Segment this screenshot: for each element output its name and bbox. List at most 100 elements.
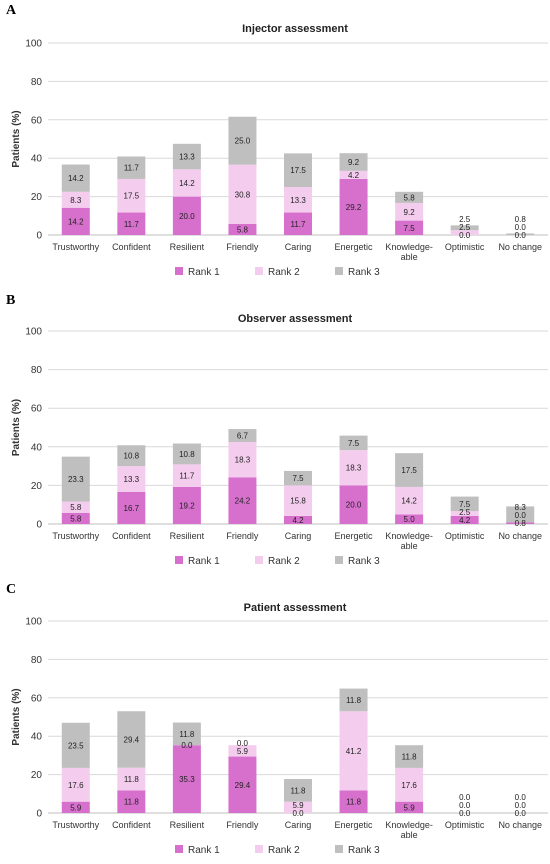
data-label: 29.4 (235, 781, 251, 790)
x-tick-label: Knowledge- (385, 531, 433, 541)
y-tick-label: 100 (25, 617, 42, 628)
bar-rank-3 (284, 153, 312, 187)
bar-rank-3 (395, 745, 424, 768)
bar-rank-2 (450, 230, 479, 235)
data-label: 17.6 (401, 781, 417, 790)
bar-rank-1 (228, 223, 257, 235)
x-tick-label: Friendly (226, 531, 259, 541)
data-label: 30.8 (235, 190, 251, 199)
legend-swatch (335, 267, 343, 275)
panel-letter: C (6, 582, 16, 597)
y-axis-label: Patients (%) (11, 399, 22, 456)
data-label: 11.7 (291, 220, 307, 229)
bar-rank-1 (117, 212, 146, 235)
legend-swatch (255, 267, 263, 275)
y-tick-label: 80 (31, 655, 43, 666)
y-tick-label: 100 (25, 39, 42, 50)
data-label: 5.9 (292, 801, 304, 810)
bar-rank-1 (284, 212, 312, 235)
bar-rank-3 (395, 191, 424, 203)
data-label: 13.3 (124, 475, 140, 484)
data-label: 14.2 (401, 497, 417, 506)
data-label: 7.5 (292, 474, 304, 483)
panel-letter: B (6, 293, 15, 308)
legend-entry: Rank 1 (188, 267, 220, 278)
chart-title: Patient assessment (244, 602, 347, 614)
y-tick-label: 40 (31, 442, 43, 453)
x-tick-label: Confident (112, 820, 151, 830)
bar-rank-2 (61, 191, 90, 208)
bar-rank-1 (339, 790, 368, 813)
data-label: 5.8 (404, 193, 416, 202)
data-label: 11.7 (179, 472, 195, 481)
y-axis-label: Patients (%) (11, 688, 22, 745)
bar-rank-1 (172, 486, 201, 524)
bar-rank-3 (117, 445, 146, 467)
y-tick-label: 20 (31, 770, 43, 781)
data-label: 4.2 (292, 516, 304, 525)
data-label: 10.8 (179, 450, 195, 459)
x-tick-label: able (401, 252, 418, 262)
legend-entry: Rank 2 (268, 845, 300, 856)
legend-swatch (335, 845, 343, 853)
bar-rank-3 (117, 156, 146, 179)
chart-title: Injector assessment (242, 23, 348, 35)
data-label: 2.5 (459, 215, 471, 224)
data-label: 24.2 (235, 497, 251, 506)
data-label: 5.0 (404, 515, 416, 524)
x-tick-label: Optimistic (445, 531, 485, 541)
bar-rank-1 (395, 220, 424, 235)
data-label: 7.5 (348, 439, 360, 448)
data-label: 8.3 (515, 503, 527, 512)
data-label: 41.2 (346, 747, 362, 756)
y-tick-label: 80 (31, 77, 43, 88)
data-label: 0.0 (515, 223, 527, 232)
x-tick-label: Friendly (226, 242, 259, 252)
bar-rank-1 (172, 196, 201, 235)
bar-rank-1 (228, 477, 257, 524)
bar-rank-1 (339, 178, 368, 235)
data-label: 15.8 (290, 497, 306, 506)
data-label: 11.8 (291, 786, 307, 795)
bar-rank-2 (395, 486, 424, 515)
data-label: 17.5 (124, 192, 140, 201)
data-label: 0.0 (515, 511, 527, 520)
bar-rank-1 (61, 512, 90, 524)
data-label: 9.2 (404, 208, 416, 217)
data-label: 4.2 (348, 171, 360, 180)
bar-rank-3 (228, 429, 257, 442)
data-label: 14.2 (179, 179, 195, 188)
bar-rank-2 (228, 164, 257, 224)
bar-rank-3 (450, 496, 479, 512)
data-label: 17.6 (68, 781, 84, 790)
y-tick-label: 100 (25, 327, 42, 338)
x-tick-label: No change (498, 531, 542, 541)
data-label: 10.8 (124, 452, 140, 461)
bar-rank-2 (117, 767, 146, 791)
y-tick-label: 40 (31, 154, 43, 165)
bar-rank-3 (172, 722, 201, 746)
data-label: 29.4 (124, 735, 140, 744)
data-label: 11.7 (124, 220, 140, 229)
x-tick-label: Optimistic (445, 820, 485, 830)
data-label: 5.8 (70, 503, 82, 512)
x-tick-label: Energetic (335, 531, 374, 541)
data-label: 0.0 (515, 801, 527, 810)
data-label: 5.9 (237, 747, 249, 756)
bar-rank-1 (284, 515, 312, 524)
data-label: 0.8 (515, 519, 527, 528)
y-tick-label: 0 (36, 520, 42, 531)
legend-swatch (335, 556, 343, 564)
chart-title: Observer assessment (238, 313, 353, 325)
x-tick-label: Knowledge- (385, 242, 433, 252)
bar-rank-3 (228, 116, 257, 165)
legend-entry: Rank 1 (188, 845, 220, 856)
bar-rank-2 (339, 450, 368, 486)
x-tick-label: Energetic (335, 242, 374, 252)
x-tick-label: Trustworthy (52, 242, 99, 252)
legend-entry: Rank 3 (348, 845, 380, 856)
legend-entry: Rank 3 (348, 267, 380, 278)
x-tick-label: Resilient (170, 531, 205, 541)
x-tick-label: No change (498, 820, 542, 830)
bar-rank-2 (284, 801, 312, 813)
